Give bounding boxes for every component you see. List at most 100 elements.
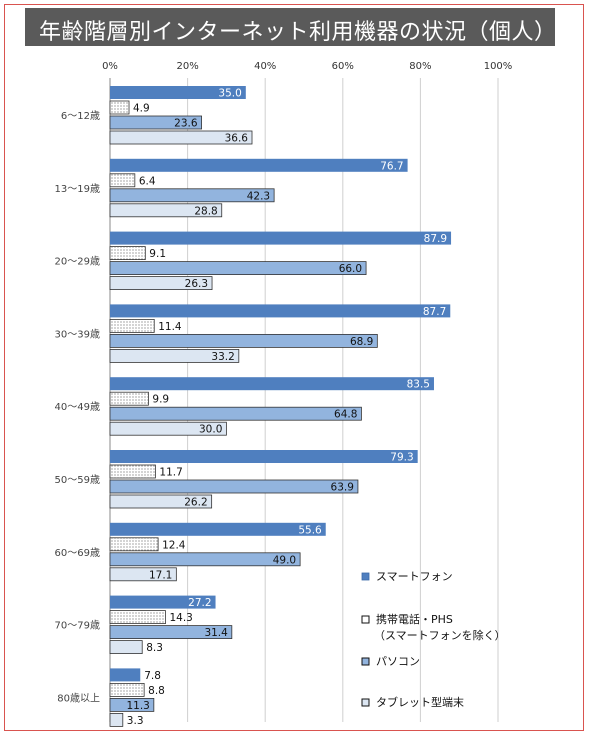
- category-label: 40～49歳: [55, 401, 100, 413]
- category-label: 6～12歳: [61, 110, 100, 122]
- bar-mobile-phs: [109, 610, 166, 624]
- category-label: 70～79歳: [55, 620, 100, 632]
- legend-swatch: [361, 572, 370, 581]
- bar-tablet: [109, 276, 213, 291]
- bar-mobile-phs: [109, 100, 130, 115]
- legend-sublabel: （スマートフォンを除く）: [374, 628, 506, 642]
- value-label: 31.4: [204, 627, 228, 639]
- value-label: 26.3: [185, 278, 208, 290]
- value-label: 23.6: [174, 118, 198, 130]
- value-label: 87.9: [424, 233, 447, 245]
- bar-pc: [109, 115, 202, 130]
- x-tick-label: 40%: [254, 61, 276, 72]
- x-tick-label: 20%: [176, 61, 198, 72]
- bar-mobile-phs: [109, 464, 156, 479]
- bar-tablet: [109, 130, 253, 145]
- bar-smartphone: [110, 86, 246, 99]
- bar-smartphone: [110, 522, 326, 536]
- bar-tablet: [109, 713, 124, 727]
- category-label: 60～69歳: [55, 547, 100, 559]
- value-label: 14.3: [169, 612, 192, 624]
- legend-swatch: [361, 615, 370, 624]
- bar-pc: [109, 625, 233, 639]
- bar-mobile-phs: [109, 537, 159, 552]
- bar-tablet: [109, 640, 143, 654]
- bar-pc: [109, 406, 362, 421]
- bar-pc: [109, 261, 367, 276]
- value-label: 9.9: [152, 394, 169, 406]
- value-label: 12.4: [162, 539, 186, 551]
- value-label: 83.5: [407, 379, 430, 391]
- value-label: 9.1: [149, 248, 166, 260]
- value-label: 87.7: [423, 306, 446, 318]
- category-label: 20～29歳: [55, 256, 100, 268]
- bar-pc: [109, 333, 378, 348]
- value-label: 3.3: [127, 715, 144, 727]
- title-band: 年齢階層別インターネット利用機器の状況（個人）: [25, 8, 557, 46]
- bar-mobile-phs: [109, 173, 136, 188]
- value-label: 11.7: [159, 467, 182, 479]
- value-label: 68.9: [350, 336, 373, 348]
- value-label: 55.6: [298, 524, 322, 536]
- value-label: 42.3: [247, 190, 270, 202]
- bar-pc: [109, 552, 301, 567]
- legend-label: スマートフォン: [376, 570, 453, 583]
- bar-smartphone: [110, 231, 452, 245]
- legend-label: タブレット型端末: [376, 695, 464, 709]
- legend-label: 携帯電話・PHS: [376, 612, 453, 626]
- bar-mobile-phs: [109, 683, 145, 697]
- category-label: 50～59歳: [55, 474, 100, 486]
- bar-pc: [109, 698, 155, 712]
- legend-swatch: [361, 698, 370, 707]
- value-label: 26.2: [184, 497, 207, 509]
- value-label: 8.8: [148, 685, 165, 697]
- bar-smartphone: [110, 595, 216, 609]
- bar-pc: [109, 188, 275, 203]
- legend-swatch: [361, 657, 370, 666]
- bar-tablet: [109, 567, 177, 582]
- bar-tablet: [109, 421, 227, 436]
- value-label: 66.0: [339, 263, 362, 275]
- bar-smartphone: [110, 668, 141, 682]
- value-label: 36.6: [225, 133, 249, 145]
- value-label: 11.4: [158, 321, 182, 333]
- category-label: 30～39歳: [55, 328, 100, 340]
- value-label: 8.3: [146, 642, 163, 654]
- value-label: 64.8: [334, 409, 357, 421]
- value-label: 4.9: [133, 103, 150, 115]
- value-label: 11.3: [126, 700, 149, 712]
- value-label: 17.1: [149, 569, 172, 581]
- value-label: 6.4: [139, 175, 156, 187]
- value-label: 27.2: [188, 597, 211, 609]
- x-tick-label: 0%: [102, 61, 118, 72]
- x-tick-label: 80%: [409, 61, 431, 72]
- bar-pc: [109, 479, 359, 494]
- value-label: 49.0: [273, 554, 296, 566]
- value-label: 7.8: [144, 670, 161, 682]
- bar-tablet: [109, 494, 213, 509]
- chart-title: 年齢階層別インターネット利用機器の状況（個人）: [39, 20, 557, 45]
- value-label: 30.0: [199, 424, 222, 436]
- value-label: 35.0: [218, 88, 241, 100]
- value-label: 79.3: [390, 452, 413, 464]
- bar-mobile-phs: [109, 391, 149, 406]
- category-label: 80歳以上: [57, 692, 100, 704]
- value-label: 63.9: [331, 482, 354, 494]
- bar-smartphone: [110, 304, 451, 318]
- bar-smartphone: [110, 450, 418, 463]
- bar-smartphone: [110, 377, 434, 391]
- x-tick-label: 60%: [332, 61, 354, 72]
- bar-tablet: [109, 203, 223, 218]
- bar-mobile-phs: [109, 246, 146, 261]
- value-label: 28.8: [194, 205, 217, 217]
- value-label: 33.2: [211, 351, 234, 363]
- bar-mobile-phs: [109, 318, 155, 333]
- x-tick-label: 100%: [484, 61, 513, 72]
- legend-label: パソコン: [376, 655, 420, 668]
- figure-frame: [4, 4, 584, 731]
- category-label: 13～19歳: [55, 183, 100, 195]
- bar-smartphone: [110, 158, 408, 172]
- bar-tablet: [109, 348, 240, 363]
- value-label: 76.7: [380, 160, 403, 172]
